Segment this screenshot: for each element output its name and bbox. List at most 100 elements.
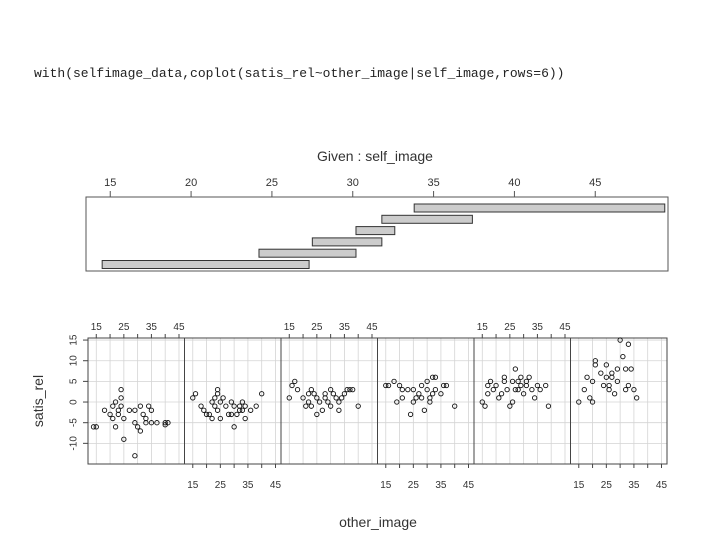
data-point	[429, 374, 436, 380]
data-point	[110, 403, 116, 409]
given-interval-bar	[381, 214, 473, 224]
data-point	[146, 403, 152, 409]
data-point	[421, 407, 428, 413]
data-point	[118, 403, 124, 409]
data-point	[220, 395, 226, 401]
data-point	[523, 378, 530, 385]
data-point	[134, 424, 141, 430]
given-interval-bar	[355, 226, 396, 236]
panel-frame	[377, 337, 475, 465]
data-point	[239, 399, 246, 405]
given-panel-frame	[85, 196, 669, 272]
data-point	[407, 411, 414, 418]
data-point	[316, 399, 323, 405]
data-point	[493, 382, 499, 389]
x-axis-tick-label: 45	[270, 480, 282, 491]
data-point	[93, 424, 99, 430]
x-axis-tick-label: 15	[284, 322, 296, 333]
data-point	[603, 362, 609, 368]
scatter-panels: 15 25 35 45 -10 -5 0 5 10 15 15 25 35 45 15 25 35 45 15 25 3…	[69, 322, 668, 491]
data-point	[148, 407, 155, 413]
data-point	[606, 382, 612, 389]
data-point	[410, 399, 416, 405]
data-point	[520, 391, 527, 397]
y-axis-tick-label: 5	[69, 378, 80, 384]
data-point	[234, 411, 240, 418]
data-point	[314, 395, 320, 401]
scatter-panel: 15 25 35 45	[570, 337, 668, 491]
panel-frame	[184, 337, 282, 465]
given-interval-bar	[258, 248, 357, 258]
data-point	[614, 378, 621, 385]
data-point	[253, 403, 259, 409]
data-point	[625, 382, 632, 389]
data-point	[112, 399, 119, 405]
data-point	[529, 386, 535, 393]
y-axis-tick-label: 10	[69, 355, 80, 367]
x-axis-tick-label: 15	[187, 480, 199, 491]
data-point	[518, 382, 524, 389]
data-point	[308, 403, 314, 409]
data-point	[432, 386, 439, 393]
data-point	[336, 399, 342, 405]
data-point	[223, 403, 229, 409]
data-point	[143, 415, 149, 422]
data-point	[350, 386, 356, 393]
data-point	[228, 399, 235, 405]
panel-frame	[473, 337, 571, 465]
data-point	[598, 370, 604, 376]
data-point	[311, 391, 317, 397]
x-axis-tick-label: 45	[656, 480, 668, 491]
data-point	[509, 378, 516, 385]
data-point	[203, 411, 210, 418]
data-point	[631, 386, 637, 393]
x-axis-tick-label: 25	[311, 322, 323, 333]
scatter-panel: 15 25 35 45 -10 -5 0 5 10 15	[69, 322, 185, 465]
data-point	[231, 424, 237, 430]
data-point	[634, 395, 640, 401]
data-point	[438, 391, 444, 397]
data-point	[418, 395, 425, 401]
data-point	[628, 366, 634, 372]
data-point	[501, 378, 507, 385]
data-point	[625, 341, 632, 347]
data-point	[107, 411, 113, 418]
data-point	[333, 395, 339, 401]
data-point	[355, 403, 361, 409]
data-point	[305, 391, 312, 397]
data-point	[132, 420, 138, 426]
given-axis-tick-label: 40	[508, 177, 520, 189]
data-point	[121, 436, 127, 442]
scatter-panel: 15 25 35 45	[377, 337, 475, 491]
data-point	[534, 382, 541, 389]
x-axis-tick-label: 35	[339, 322, 351, 333]
x-axis-tick-label: 35	[242, 480, 254, 491]
data-point	[396, 382, 403, 389]
data-point	[248, 407, 254, 413]
data-point	[132, 407, 138, 413]
given-axis-tick-label: 20	[185, 177, 197, 189]
data-point	[432, 374, 439, 380]
data-point	[617, 337, 623, 343]
data-point	[242, 415, 248, 422]
data-point	[485, 382, 491, 389]
data-point	[115, 411, 121, 418]
x-axis-label: other_image	[339, 514, 417, 530]
data-point	[609, 370, 615, 376]
data-point	[214, 391, 221, 397]
given-axis-tick-label: 25	[266, 177, 278, 189]
data-point	[515, 378, 521, 385]
panel-frame	[87, 337, 185, 465]
scatter-panel: 15 25 35 45	[280, 322, 378, 465]
data-point	[140, 411, 146, 418]
data-point	[289, 382, 295, 389]
data-point	[452, 403, 458, 409]
data-point	[209, 415, 215, 422]
data-point	[231, 403, 237, 409]
data-point	[239, 407, 246, 413]
data-point	[336, 407, 342, 413]
x-axis-tick-label: 15	[573, 480, 585, 491]
data-point	[308, 386, 314, 393]
data-point	[587, 395, 593, 401]
